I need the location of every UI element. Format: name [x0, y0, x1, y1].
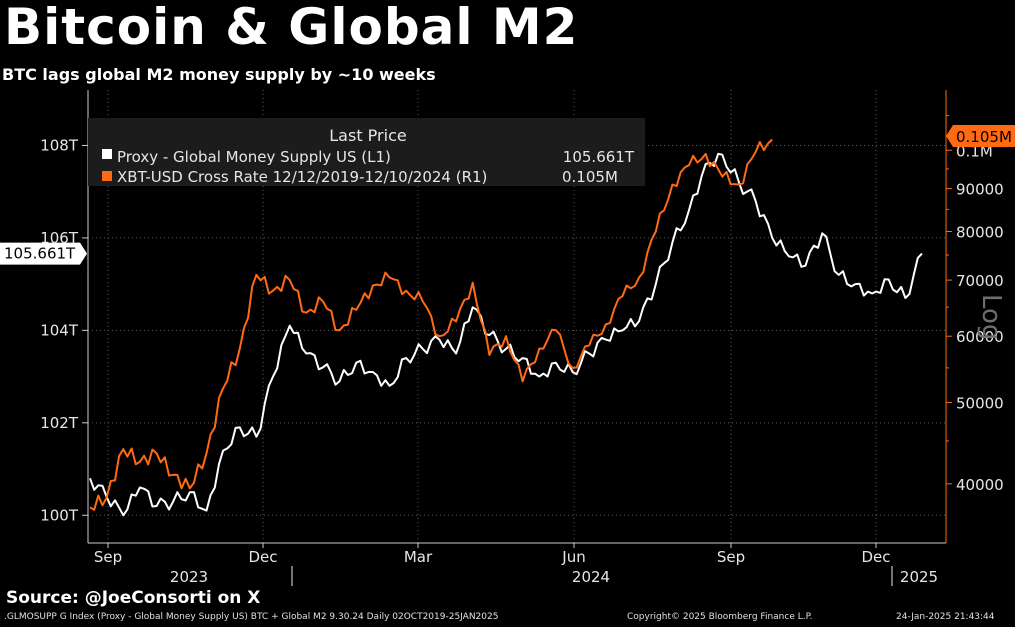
left-tick-label: 102T — [40, 414, 79, 432]
x-year-label: 2023 — [170, 568, 208, 586]
chart-title: Bitcoin & Global M2 — [4, 0, 579, 56]
right-tick-label: 60000 — [956, 328, 1004, 346]
btc-series-line — [89, 138, 773, 511]
x-month-label: Mar — [404, 548, 433, 566]
right-tick-label: 70000 — [956, 272, 1004, 290]
chart-subtitle: BTC lags global M2 money supply by ~10 w… — [2, 65, 436, 84]
series-lines — [89, 138, 923, 517]
footer-timestamp: 24-Jan-2025 21:43:44 — [896, 612, 995, 622]
right-price-tag — [946, 125, 1015, 147]
right-tick-label: 50000 — [956, 395, 1004, 413]
right-axis-scale-label: Log — [976, 294, 1006, 340]
m2-series-line — [89, 152, 923, 517]
x-month-label: Dec — [248, 548, 277, 566]
legend-label-btc: XBT-USD Cross Rate 12/12/2019-12/10/2024… — [117, 168, 487, 186]
right-price-tag-text: 0.105M — [956, 128, 1012, 146]
x-year-label: 2025 — [900, 568, 938, 586]
x-month-label: Dec — [861, 548, 890, 566]
last-price-tags: 105.661T 0.105M — [0, 125, 1015, 265]
x-year-label: 2024 — [572, 568, 610, 586]
legend-label-m2: Proxy - Global Money Supply US (L1) — [117, 148, 391, 166]
legend-swatch-m2 — [102, 149, 112, 159]
x-month-label: Jun — [561, 548, 585, 566]
right-tick-label: 90000 — [956, 181, 1004, 199]
right-tick-label: 80000 — [956, 223, 1004, 241]
left-tick-label: 108T — [40, 136, 79, 154]
footer-copyright: Copyright© 2025 Bloomberg Finance L.P. — [627, 612, 813, 622]
left-tick-label: 106T — [40, 229, 79, 247]
legend-header: Last Price — [329, 126, 406, 145]
legend-box — [88, 118, 645, 186]
left-tick-label: 104T — [40, 321, 79, 339]
right-tick-label: 40000 — [956, 476, 1004, 494]
left-tick-label: 100T — [40, 506, 79, 524]
x-month-label: Sep — [717, 548, 745, 566]
x-month-label: Sep — [94, 548, 122, 566]
legend: Last Price Proxy - Global Money Supply U… — [88, 118, 645, 186]
source-note: Source: @JoeConsorti on X — [6, 588, 261, 608]
left-price-tag — [0, 242, 87, 265]
footer-left: .GLMOSUPP G Index (Proxy - Global Money … — [4, 612, 499, 622]
legend-value-btc: 0.105M — [562, 168, 618, 186]
axes: Sep Dec Mar Jun Sep Dec 2023 2024 2025 100T 102T 10… — [40, 90, 1006, 586]
legend-value-m2: 105.661T — [563, 148, 635, 166]
legend-swatch-btc — [102, 171, 112, 181]
left-price-tag-text: 105.661T — [4, 245, 76, 263]
